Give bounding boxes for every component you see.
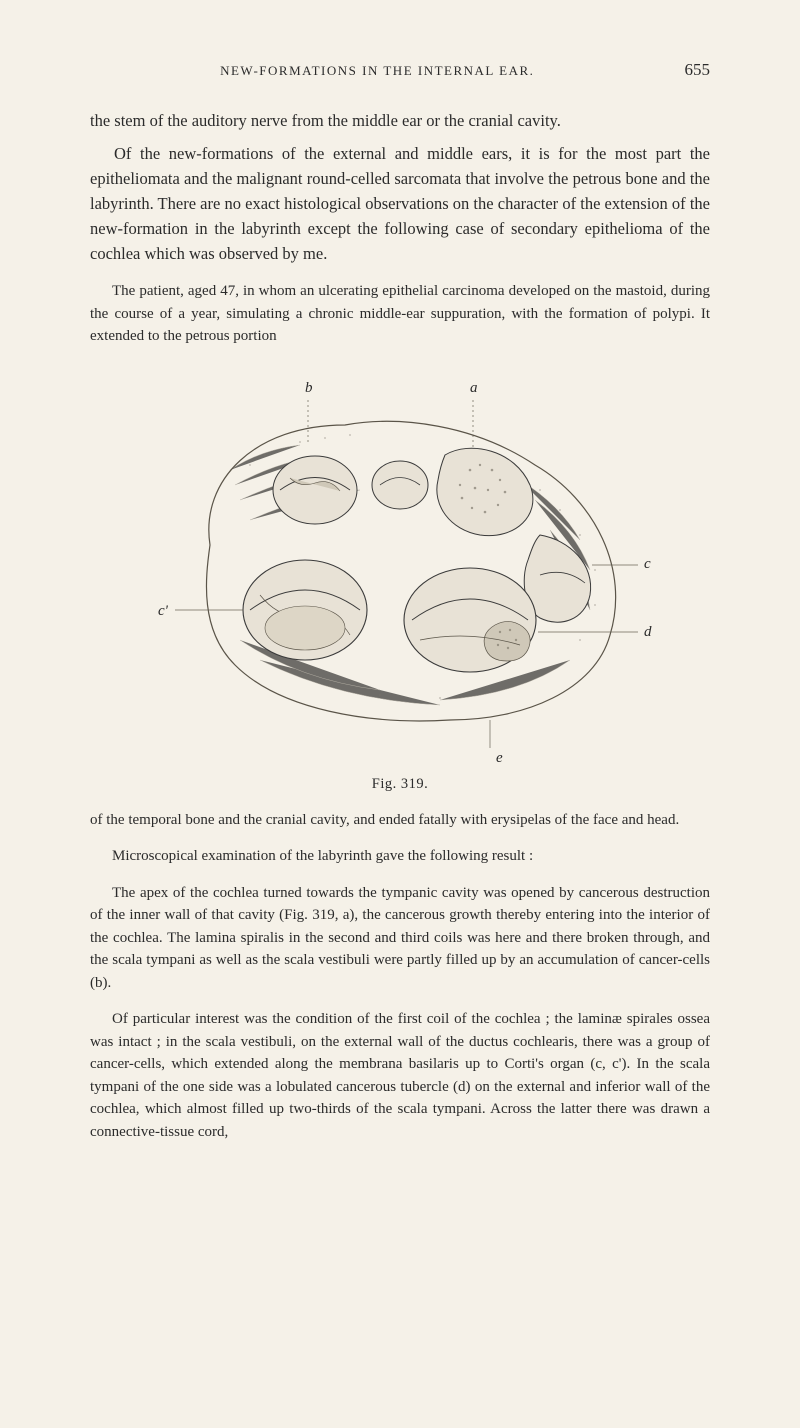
figure-label-b: b — [305, 380, 313, 396]
coil-lower-left — [243, 560, 367, 660]
body-paragraph: the stem of the auditory nerve from the … — [90, 108, 710, 133]
page-header: NEW-FORMATIONS IN THE INTERNAL EAR. 655 — [90, 60, 710, 80]
case-paragraph: Of particular interest was the condition… — [90, 1008, 710, 1143]
page-container: NEW-FORMATIONS IN THE INTERNAL EAR. 655 … — [0, 0, 800, 1428]
page-number: 655 — [685, 60, 711, 80]
case-paragraph: Microscopical examination of the labyrin… — [90, 845, 710, 868]
figure-label-e: e — [496, 750, 503, 766]
coil-upper-left — [273, 456, 357, 524]
body-paragraph: Of the new-formations of the external an… — [90, 141, 710, 266]
figure-illustration: b a — [140, 370, 660, 770]
figure-caption: Fig. 319. — [90, 776, 710, 793]
figure-label-a: a — [470, 380, 478, 396]
coil-lower-right — [404, 568, 536, 672]
figure-label-c: c — [644, 556, 651, 572]
figure-label-d: d — [644, 624, 652, 640]
figure-label-c-prime: c' — [158, 603, 169, 619]
case-paragraph: The patient, aged 47, in whom an ulcerat… — [90, 280, 710, 348]
figure-319: b a — [90, 370, 710, 793]
case-paragraph: The apex of the cochlea turned towards t… — [90, 882, 710, 995]
coil-upper-right — [437, 448, 533, 535]
case-paragraph: of the temporal bone and the cranial cav… — [90, 809, 710, 832]
running-head: NEW-FORMATIONS IN THE INTERNAL EAR. — [90, 63, 665, 79]
